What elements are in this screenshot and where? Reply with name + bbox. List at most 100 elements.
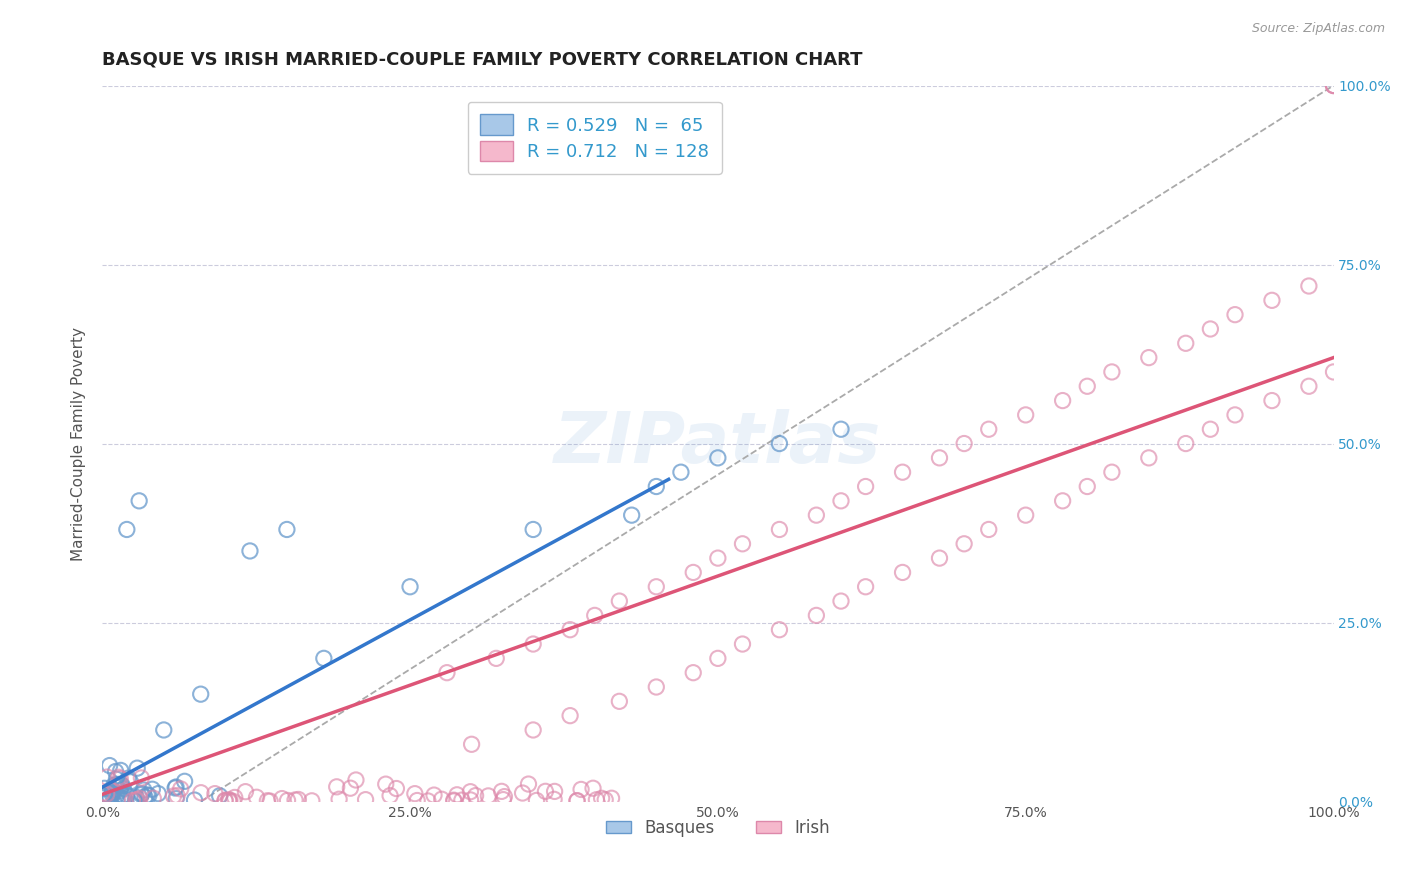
Point	[219, 793, 242, 807]
Point	[125, 793, 148, 807]
Point	[91, 788, 114, 802]
Point	[609, 694, 631, 708]
Point	[450, 793, 472, 807]
Point	[768, 436, 790, 450]
Point	[768, 523, 790, 537]
Point	[1174, 336, 1197, 351]
Point	[141, 782, 163, 797]
Point	[112, 793, 135, 807]
Point	[707, 651, 730, 665]
Point	[103, 778, 125, 792]
Point	[165, 780, 187, 794]
Point	[224, 790, 246, 805]
Point	[423, 788, 446, 802]
Point	[1137, 351, 1160, 365]
Point	[534, 784, 557, 798]
Point	[806, 608, 828, 623]
Point	[1298, 279, 1320, 293]
Point	[1322, 78, 1344, 93]
Point	[105, 788, 128, 802]
Point	[855, 580, 877, 594]
Point	[276, 523, 298, 537]
Point	[93, 790, 115, 805]
Point	[645, 479, 668, 493]
Y-axis label: Married-Couple Family Poverty: Married-Couple Family Poverty	[72, 326, 86, 560]
Point	[287, 792, 309, 806]
Point	[170, 781, 193, 796]
Point	[977, 523, 1000, 537]
Point	[208, 789, 231, 803]
Point	[121, 794, 143, 808]
Point	[284, 793, 307, 807]
Point	[543, 784, 565, 798]
Point	[460, 737, 482, 751]
Point	[517, 777, 540, 791]
Point	[131, 771, 153, 785]
Point	[136, 788, 159, 802]
Point	[107, 777, 129, 791]
Point	[165, 780, 187, 795]
Point	[558, 708, 581, 723]
Point	[111, 790, 134, 805]
Point	[891, 465, 914, 479]
Point	[115, 523, 138, 537]
Point	[222, 794, 245, 808]
Point	[96, 787, 118, 801]
Point	[107, 770, 129, 784]
Point	[354, 792, 377, 806]
Point	[1223, 308, 1246, 322]
Point	[131, 788, 153, 802]
Point	[131, 787, 153, 801]
Point	[239, 544, 262, 558]
Point	[165, 791, 187, 805]
Point	[1174, 436, 1197, 450]
Point	[1052, 393, 1074, 408]
Point	[928, 551, 950, 566]
Point	[522, 637, 544, 651]
Point	[108, 784, 131, 798]
Point	[162, 789, 184, 803]
Point	[127, 761, 149, 775]
Point	[125, 790, 148, 805]
Point	[98, 792, 121, 806]
Point	[344, 772, 367, 787]
Point	[142, 791, 165, 805]
Point	[600, 791, 623, 805]
Point	[558, 623, 581, 637]
Point	[128, 791, 150, 805]
Point	[114, 793, 136, 807]
Point	[494, 789, 516, 804]
Point	[134, 790, 156, 805]
Point	[443, 794, 465, 808]
Point	[806, 508, 828, 523]
Point	[110, 764, 132, 778]
Point	[591, 791, 613, 805]
Point	[492, 792, 515, 806]
Point	[583, 608, 606, 623]
Point	[97, 793, 120, 807]
Point	[491, 784, 513, 798]
Point	[404, 787, 426, 801]
Point	[1322, 78, 1344, 93]
Point	[460, 793, 482, 807]
Point	[1101, 365, 1123, 379]
Point	[98, 758, 121, 772]
Point	[682, 665, 704, 680]
Point	[166, 789, 188, 803]
Point	[953, 436, 976, 450]
Point	[112, 781, 135, 796]
Point	[124, 794, 146, 808]
Point	[110, 772, 132, 786]
Point	[928, 450, 950, 465]
Point	[148, 787, 170, 801]
Point	[399, 580, 422, 594]
Point	[485, 651, 508, 665]
Point	[569, 782, 592, 797]
Point	[446, 788, 468, 802]
Point	[128, 493, 150, 508]
Point	[374, 777, 396, 791]
Point	[235, 785, 257, 799]
Point	[1015, 508, 1038, 523]
Point	[110, 777, 132, 791]
Point	[120, 774, 142, 789]
